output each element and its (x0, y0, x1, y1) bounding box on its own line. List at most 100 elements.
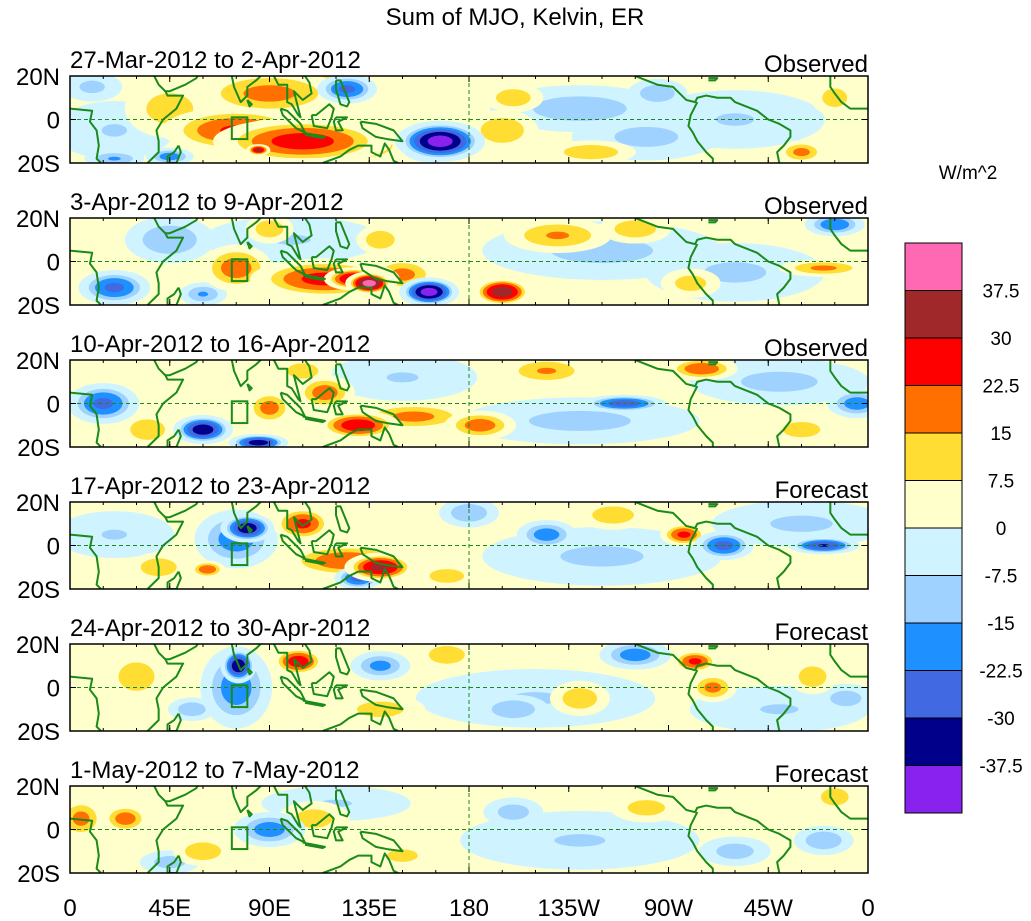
anomaly-blob (788, 659, 837, 695)
coastline (166, 429, 182, 447)
anomaly-contour (533, 528, 560, 541)
anomaly-contour (271, 133, 334, 150)
anomaly-contour (546, 231, 570, 240)
anomaly-blob (70, 76, 123, 102)
coastline (229, 786, 263, 814)
anomaly-contour (72, 811, 90, 826)
coastline (146, 218, 185, 305)
colorbar-swatch (904, 622, 963, 671)
y-tick-label: 20S (17, 151, 60, 178)
y-tick-label: 20S (17, 293, 60, 320)
coastline (359, 688, 404, 711)
anomaly-contour (192, 424, 214, 435)
anomaly-contour (782, 421, 821, 438)
coastline (335, 221, 351, 250)
colorbar-label: 30 (990, 329, 1011, 350)
coastline (302, 699, 326, 707)
anomaly-contour (115, 812, 136, 825)
coastline (70, 675, 102, 731)
anomaly-contour (243, 85, 296, 102)
anomaly-contour (107, 156, 121, 161)
coastline (273, 218, 313, 261)
coastline (246, 667, 253, 676)
coastline (273, 76, 313, 119)
anomaly-contour (716, 843, 754, 859)
coastline (359, 830, 404, 853)
coastline (359, 262, 404, 285)
y-tick-label: 20N (16, 348, 60, 375)
anomaly-blob (503, 218, 612, 254)
anomaly-contour (684, 363, 720, 375)
coastline (246, 809, 253, 818)
coastlines (70, 786, 868, 873)
anomaly-blob (117, 411, 178, 447)
anomaly-contour (793, 148, 810, 157)
anomaly-contour (362, 279, 376, 287)
anomaly-contour (198, 565, 217, 574)
anomaly-contour (420, 287, 438, 297)
colorbar-swatch (904, 242, 963, 291)
coastline (687, 385, 714, 447)
coastline (708, 645, 719, 650)
coastline (146, 644, 185, 731)
chart-title: Sum of MJO, Kelvin, ER (386, 4, 645, 31)
panel-label: Observed (764, 51, 868, 78)
anomaly-blob (78, 269, 151, 305)
coastline (829, 644, 868, 678)
x-tick-label: 135E (341, 895, 397, 921)
coastline (310, 103, 335, 130)
coastline (687, 101, 714, 163)
coastline (708, 361, 719, 366)
coastline (229, 76, 263, 104)
field-layer (70, 218, 868, 305)
y-tick-label: 0 (47, 392, 60, 419)
anomaly-contour (428, 646, 465, 664)
coastline (359, 546, 404, 569)
coastline (687, 527, 714, 589)
units-label: W/m^2 (939, 163, 998, 184)
colorbar-swatch (904, 670, 963, 719)
anomaly-contour (760, 704, 799, 715)
coastline (687, 243, 714, 305)
anomaly-blob (810, 786, 859, 812)
y-tick-label: 20S (17, 435, 60, 462)
coastline (273, 786, 313, 829)
coastline (687, 669, 714, 731)
coastline (322, 284, 399, 305)
anomaly-blob (84, 149, 145, 163)
region-box (230, 684, 249, 709)
coastline (359, 120, 404, 143)
coastline (70, 107, 102, 163)
colorbar-label: 22.5 (983, 377, 1020, 398)
colorbar-swatch (904, 765, 963, 814)
colorbar-label: 7.5 (988, 472, 1014, 493)
anomaly-contour (533, 96, 627, 121)
anomaly-blob (350, 651, 411, 681)
anomaly-blob (246, 144, 271, 156)
map-panel: 20N 0 20S 10-Apr-2012 to 16-Apr-2012 Observe… (16, 331, 869, 462)
coastline (166, 855, 182, 873)
anomaly-contour (260, 400, 279, 415)
field-layer (70, 502, 868, 589)
anomaly-blob (106, 653, 167, 701)
anomaly-contour (154, 855, 186, 869)
colorbar-swatch (904, 290, 963, 339)
anomaly-blob (124, 218, 215, 264)
anomaly-contour (675, 275, 707, 291)
coastline (229, 644, 263, 672)
coastline (332, 542, 349, 558)
colorbar-swatch (904, 527, 963, 576)
x-tick-label: 0 (63, 895, 76, 921)
anomaly-contour (818, 544, 830, 547)
anomaly-blob (416, 644, 477, 670)
panel-title: 27-Mar-2012 to 2-Apr-2012 (70, 47, 361, 74)
coastline (146, 76, 185, 163)
panel-label: Forecast (775, 619, 869, 646)
anomaly-blob (777, 140, 826, 163)
coastline (302, 415, 326, 423)
y-tick-label: 20N (16, 774, 60, 801)
anomaly-contour (387, 849, 418, 862)
region-box (230, 826, 249, 851)
coastline (634, 502, 792, 589)
colorbar-swatch (904, 385, 963, 434)
